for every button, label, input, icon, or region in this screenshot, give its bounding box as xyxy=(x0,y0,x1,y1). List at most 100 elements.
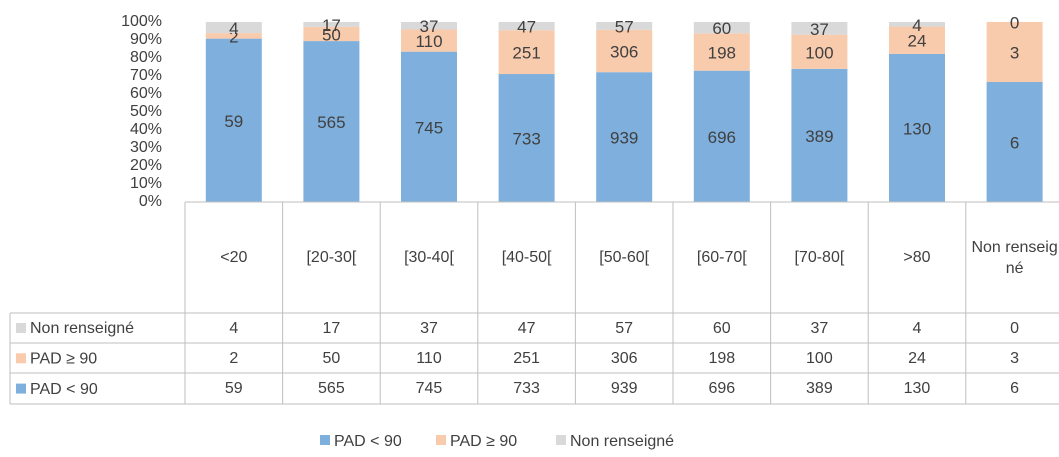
bar-segment xyxy=(205,33,262,39)
y-tick-label: 50% xyxy=(130,103,162,120)
table-value: 565 xyxy=(318,380,345,398)
bar-segment xyxy=(596,72,653,203)
y-tick-label: 60% xyxy=(130,85,162,102)
legend-key xyxy=(436,435,446,445)
data-label: 939 xyxy=(610,129,638,148)
data-label: 24 xyxy=(908,32,927,51)
data-label: 733 xyxy=(512,129,540,148)
bar-segment xyxy=(303,41,360,203)
table-value: 130 xyxy=(903,380,931,398)
category-label: <20 xyxy=(220,249,248,266)
row-label: Non renseigné xyxy=(30,320,134,337)
row-label: PAD ≥ 90 xyxy=(30,351,97,368)
data-label: 745 xyxy=(415,118,443,137)
bar-segment xyxy=(791,68,848,202)
bar-segment xyxy=(401,51,457,202)
data-label: 110 xyxy=(415,32,442,51)
table-value: 47 xyxy=(517,319,536,337)
legend-key xyxy=(16,323,26,333)
data-label: 6 xyxy=(1010,133,1019,152)
data-label: 17 xyxy=(322,16,341,35)
table-value: 60 xyxy=(712,319,731,337)
bar-segment xyxy=(693,70,750,202)
table-value: 24 xyxy=(908,349,926,367)
y-tick-label: 0% xyxy=(139,193,162,210)
legend-key xyxy=(320,435,330,445)
table-value: 37 xyxy=(420,319,438,337)
row-label: PAD < 90 xyxy=(30,381,98,398)
bar-segment xyxy=(401,29,457,52)
table-value: 17 xyxy=(322,319,341,337)
legend-key xyxy=(16,353,26,364)
category-label: [20-30[ xyxy=(306,249,357,266)
bar-segment xyxy=(889,26,945,54)
data-label: 50 xyxy=(322,25,341,44)
bar-segment xyxy=(498,30,555,75)
data-label: 37 xyxy=(420,17,439,36)
legend-label: PAD ≥ 90 xyxy=(450,433,517,450)
y-tick-label: 10% xyxy=(130,175,162,192)
y-tick-label: 40% xyxy=(130,121,162,138)
bar-segment xyxy=(303,22,360,27)
bar-segment xyxy=(986,82,1043,202)
y-tick-label: 90% xyxy=(130,31,162,48)
bar-segment xyxy=(596,29,653,73)
bar-segment xyxy=(498,22,555,31)
table-value: 6 xyxy=(1010,380,1020,398)
bar-segment xyxy=(205,38,262,202)
legend-label: Non renseigné xyxy=(570,433,674,450)
data-label: 37 xyxy=(810,20,829,39)
data-label: 565 xyxy=(317,113,345,132)
table-value: 251 xyxy=(513,349,540,367)
category-label: [40-50[ xyxy=(501,249,552,266)
legend-key xyxy=(556,435,566,445)
data-label: 47 xyxy=(517,18,536,37)
data-label: 389 xyxy=(805,127,833,146)
table-value: 939 xyxy=(610,380,638,398)
table-value: 4 xyxy=(229,319,239,337)
bar-segment xyxy=(303,26,360,42)
category-label: [50-60[ xyxy=(599,249,650,266)
data-label: 2 xyxy=(229,27,238,46)
table-value: 389 xyxy=(806,380,833,398)
y-tick-label: 70% xyxy=(130,67,162,84)
table-value: 37 xyxy=(810,319,829,337)
table-value: 50 xyxy=(322,349,341,367)
table-value: 306 xyxy=(610,349,638,367)
table-value: 110 xyxy=(416,349,442,367)
y-tick-label: 20% xyxy=(130,157,162,174)
bar-segment xyxy=(596,22,653,30)
data-label: 59 xyxy=(224,112,243,131)
category-label: [30-40[ xyxy=(404,249,454,266)
table-value: 2 xyxy=(229,349,239,367)
bar-segment xyxy=(889,53,945,202)
category-label: >80 xyxy=(903,249,931,266)
legend-label: PAD < 90 xyxy=(334,433,402,450)
table-value: 745 xyxy=(415,380,443,398)
category-label: [60-70[ xyxy=(696,249,747,266)
data-label: 60 xyxy=(712,19,731,38)
bar-segment xyxy=(401,22,457,30)
table-value: 3 xyxy=(1010,349,1020,367)
table-value: 733 xyxy=(513,380,540,398)
y-tick-label: 80% xyxy=(130,49,162,66)
bar-segment xyxy=(205,22,262,34)
bar-segment xyxy=(986,22,1043,82)
data-label: 198 xyxy=(708,43,736,62)
data-label: 100 xyxy=(805,43,833,62)
bar-segment xyxy=(889,22,945,27)
y-tick-label: 100% xyxy=(121,13,162,30)
category-label: [70-80[ xyxy=(794,249,845,266)
table-value: 100 xyxy=(806,349,833,367)
data-label: 3 xyxy=(1010,43,1019,62)
bar-segment xyxy=(498,74,555,202)
data-label: 696 xyxy=(708,128,736,147)
table-value: 59 xyxy=(224,380,243,398)
data-label: 4 xyxy=(229,19,238,38)
data-label: 306 xyxy=(610,43,638,62)
table-value: 4 xyxy=(912,319,922,337)
bar-segment xyxy=(693,33,750,71)
data-label: 130 xyxy=(903,119,931,138)
